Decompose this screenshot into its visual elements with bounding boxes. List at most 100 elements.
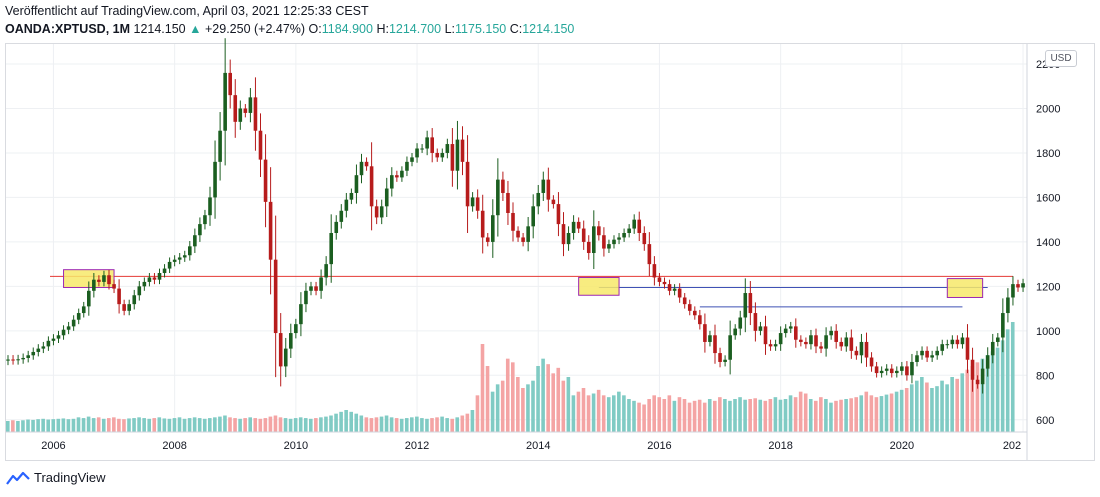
volume-bar — [586, 395, 591, 432]
volume-bar — [415, 416, 419, 432]
x-tick-label: 2014 — [526, 440, 550, 452]
volume-bar — [889, 393, 894, 432]
candle-body — [263, 159, 268, 202]
candle-body — [672, 288, 677, 291]
volume-bar — [344, 410, 348, 432]
volume-bar — [758, 399, 763, 432]
candle-body — [480, 210, 485, 238]
candle-body — [819, 346, 823, 349]
candle-body — [132, 295, 137, 305]
volume-bar — [733, 399, 737, 432]
candle-body — [51, 338, 56, 341]
volume-bar — [511, 362, 515, 432]
candle-body — [491, 215, 495, 242]
volume-bar — [803, 393, 808, 432]
candle-body — [985, 355, 990, 369]
candle-body — [238, 108, 243, 122]
candle-body — [460, 139, 465, 162]
volume-bar — [677, 397, 682, 432]
volume-bar — [632, 400, 636, 432]
volume-bar — [773, 397, 778, 432]
volume-bar — [551, 373, 555, 432]
volume-bar — [51, 419, 56, 432]
volume-bar — [500, 380, 505, 432]
candle-body — [794, 326, 798, 340]
volume-bar — [374, 417, 379, 432]
published-timestamp: Veröffentlicht auf TradingView.com, Apri… — [5, 4, 369, 18]
volume-bar — [814, 400, 818, 432]
candle-body — [662, 281, 667, 285]
volume-bar — [990, 351, 995, 432]
candle-body — [289, 333, 293, 349]
volume-bar — [622, 395, 626, 432]
volume-bar — [718, 397, 722, 432]
volume-bar — [71, 418, 76, 432]
candle-body — [627, 228, 631, 233]
volume-bar — [778, 399, 783, 432]
candle-body — [445, 144, 450, 153]
volume-bar — [172, 418, 177, 432]
candle-body — [137, 286, 142, 296]
candle-body — [768, 344, 773, 347]
x-tick-label: 2010 — [284, 440, 308, 452]
candle-body — [198, 224, 202, 236]
highlight-box — [578, 276, 620, 296]
candle-body — [1001, 313, 1005, 338]
volume-bar — [147, 418, 151, 432]
volume-bar — [859, 395, 864, 432]
volume-bar — [314, 418, 318, 432]
candle-body — [450, 144, 455, 171]
candle-body — [834, 330, 838, 342]
candle-body — [455, 139, 460, 171]
candle-body — [950, 339, 955, 345]
candle-body — [162, 268, 167, 274]
candle-body — [41, 346, 46, 349]
candle-body — [753, 313, 758, 331]
candle-body — [410, 157, 414, 162]
candle-body — [541, 179, 546, 193]
volume-bar — [738, 397, 742, 432]
candle-body — [571, 221, 576, 233]
candle-body — [854, 350, 859, 356]
candle-body — [344, 199, 349, 211]
volume-bar — [480, 344, 485, 432]
candle-body — [622, 232, 626, 238]
volume-bar — [192, 417, 197, 432]
volume-bar — [450, 418, 454, 432]
volume-bar — [177, 417, 182, 432]
candle-body — [188, 246, 192, 256]
candle-body — [940, 344, 945, 351]
candle-body — [788, 326, 793, 329]
volume-bar — [995, 347, 1000, 432]
candle-body — [359, 161, 364, 176]
volume-bar — [309, 418, 313, 432]
candle-body — [6, 359, 10, 361]
candle-body — [920, 350, 924, 356]
candle-body — [682, 297, 687, 305]
candle-body — [566, 232, 571, 245]
volume-bar — [672, 400, 677, 432]
candle-body — [657, 277, 662, 282]
volume-bar — [278, 417, 283, 432]
candle-body — [738, 317, 743, 329]
currency-badge[interactable]: USD — [1045, 50, 1077, 67]
last-price: 1214.150 — [133, 22, 186, 36]
candle-body — [324, 264, 328, 278]
candle-body — [465, 161, 470, 207]
candle-body — [299, 304, 303, 325]
y-tick-label: 600 — [1036, 415, 1054, 427]
volume-bar — [167, 418, 172, 432]
volume-bar — [440, 416, 444, 432]
candle-body — [203, 215, 207, 225]
y-tick-label: 2000 — [1036, 103, 1060, 115]
candle-body — [213, 161, 217, 198]
volume-bar — [702, 402, 707, 432]
candle-body — [268, 201, 273, 260]
candle-body — [647, 244, 652, 265]
volume-bar — [283, 418, 288, 432]
candle-body — [102, 275, 106, 282]
x-tick-label: 2012 — [405, 440, 429, 452]
candle-body — [1021, 283, 1025, 288]
volume-bar — [985, 355, 990, 432]
